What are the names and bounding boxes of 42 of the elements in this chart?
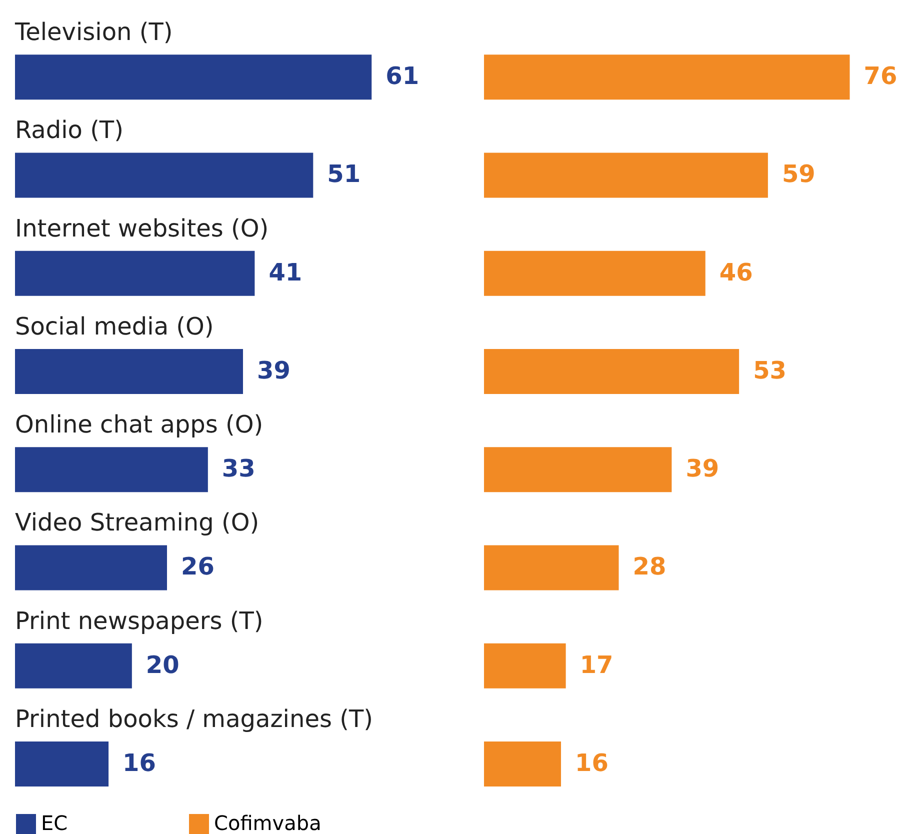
bar: [15, 250, 255, 296]
y-tick-label: Online chat apps (O): [15, 410, 264, 439]
legend-label: EC: [41, 811, 68, 834]
bar: [15, 643, 132, 688]
data-label: 46: [719, 258, 753, 286]
data-label: 16: [122, 748, 156, 777]
y-tick-label: Internet websites (O): [15, 214, 269, 242]
data-label: 28: [632, 552, 666, 581]
y-tick-label: Printed books / magazines (T): [15, 704, 373, 733]
data-label: 33: [222, 454, 256, 483]
y-tick-label: Video Streaming (O): [15, 508, 260, 537]
bar: [484, 54, 850, 100]
data-label: 17: [580, 650, 614, 679]
bar: [484, 643, 566, 688]
data-label: 53: [753, 356, 786, 384]
bar: [484, 250, 706, 296]
bar: [484, 348, 740, 394]
data-label: 39: [257, 356, 290, 384]
bar: [484, 152, 768, 198]
data-label: 59: [782, 160, 816, 188]
legend-label: Cofimvaba: [214, 811, 322, 834]
bar: [484, 447, 672, 492]
bar: [15, 741, 109, 786]
data-label: 20: [146, 650, 180, 679]
bar: [15, 348, 243, 394]
data-label: 51: [327, 160, 361, 188]
bar: [15, 152, 314, 198]
y-tick-label: Print newspapers (T): [15, 606, 264, 635]
data-label: 61: [386, 62, 420, 90]
data-label: 76: [864, 62, 898, 90]
bar: [484, 741, 561, 786]
y-tick-label: Television (T): [14, 18, 173, 46]
data-label: 39: [686, 454, 720, 483]
bar: [15, 447, 208, 492]
bar: [15, 54, 372, 100]
y-tick-label: Radio (T): [15, 116, 124, 144]
data-label: 41: [268, 258, 302, 286]
bar: [484, 545, 619, 590]
data-label: 26: [181, 552, 214, 581]
data-label: 16: [575, 748, 608, 777]
y-tick-label: Social media (O): [15, 312, 214, 340]
bar: [15, 545, 167, 590]
